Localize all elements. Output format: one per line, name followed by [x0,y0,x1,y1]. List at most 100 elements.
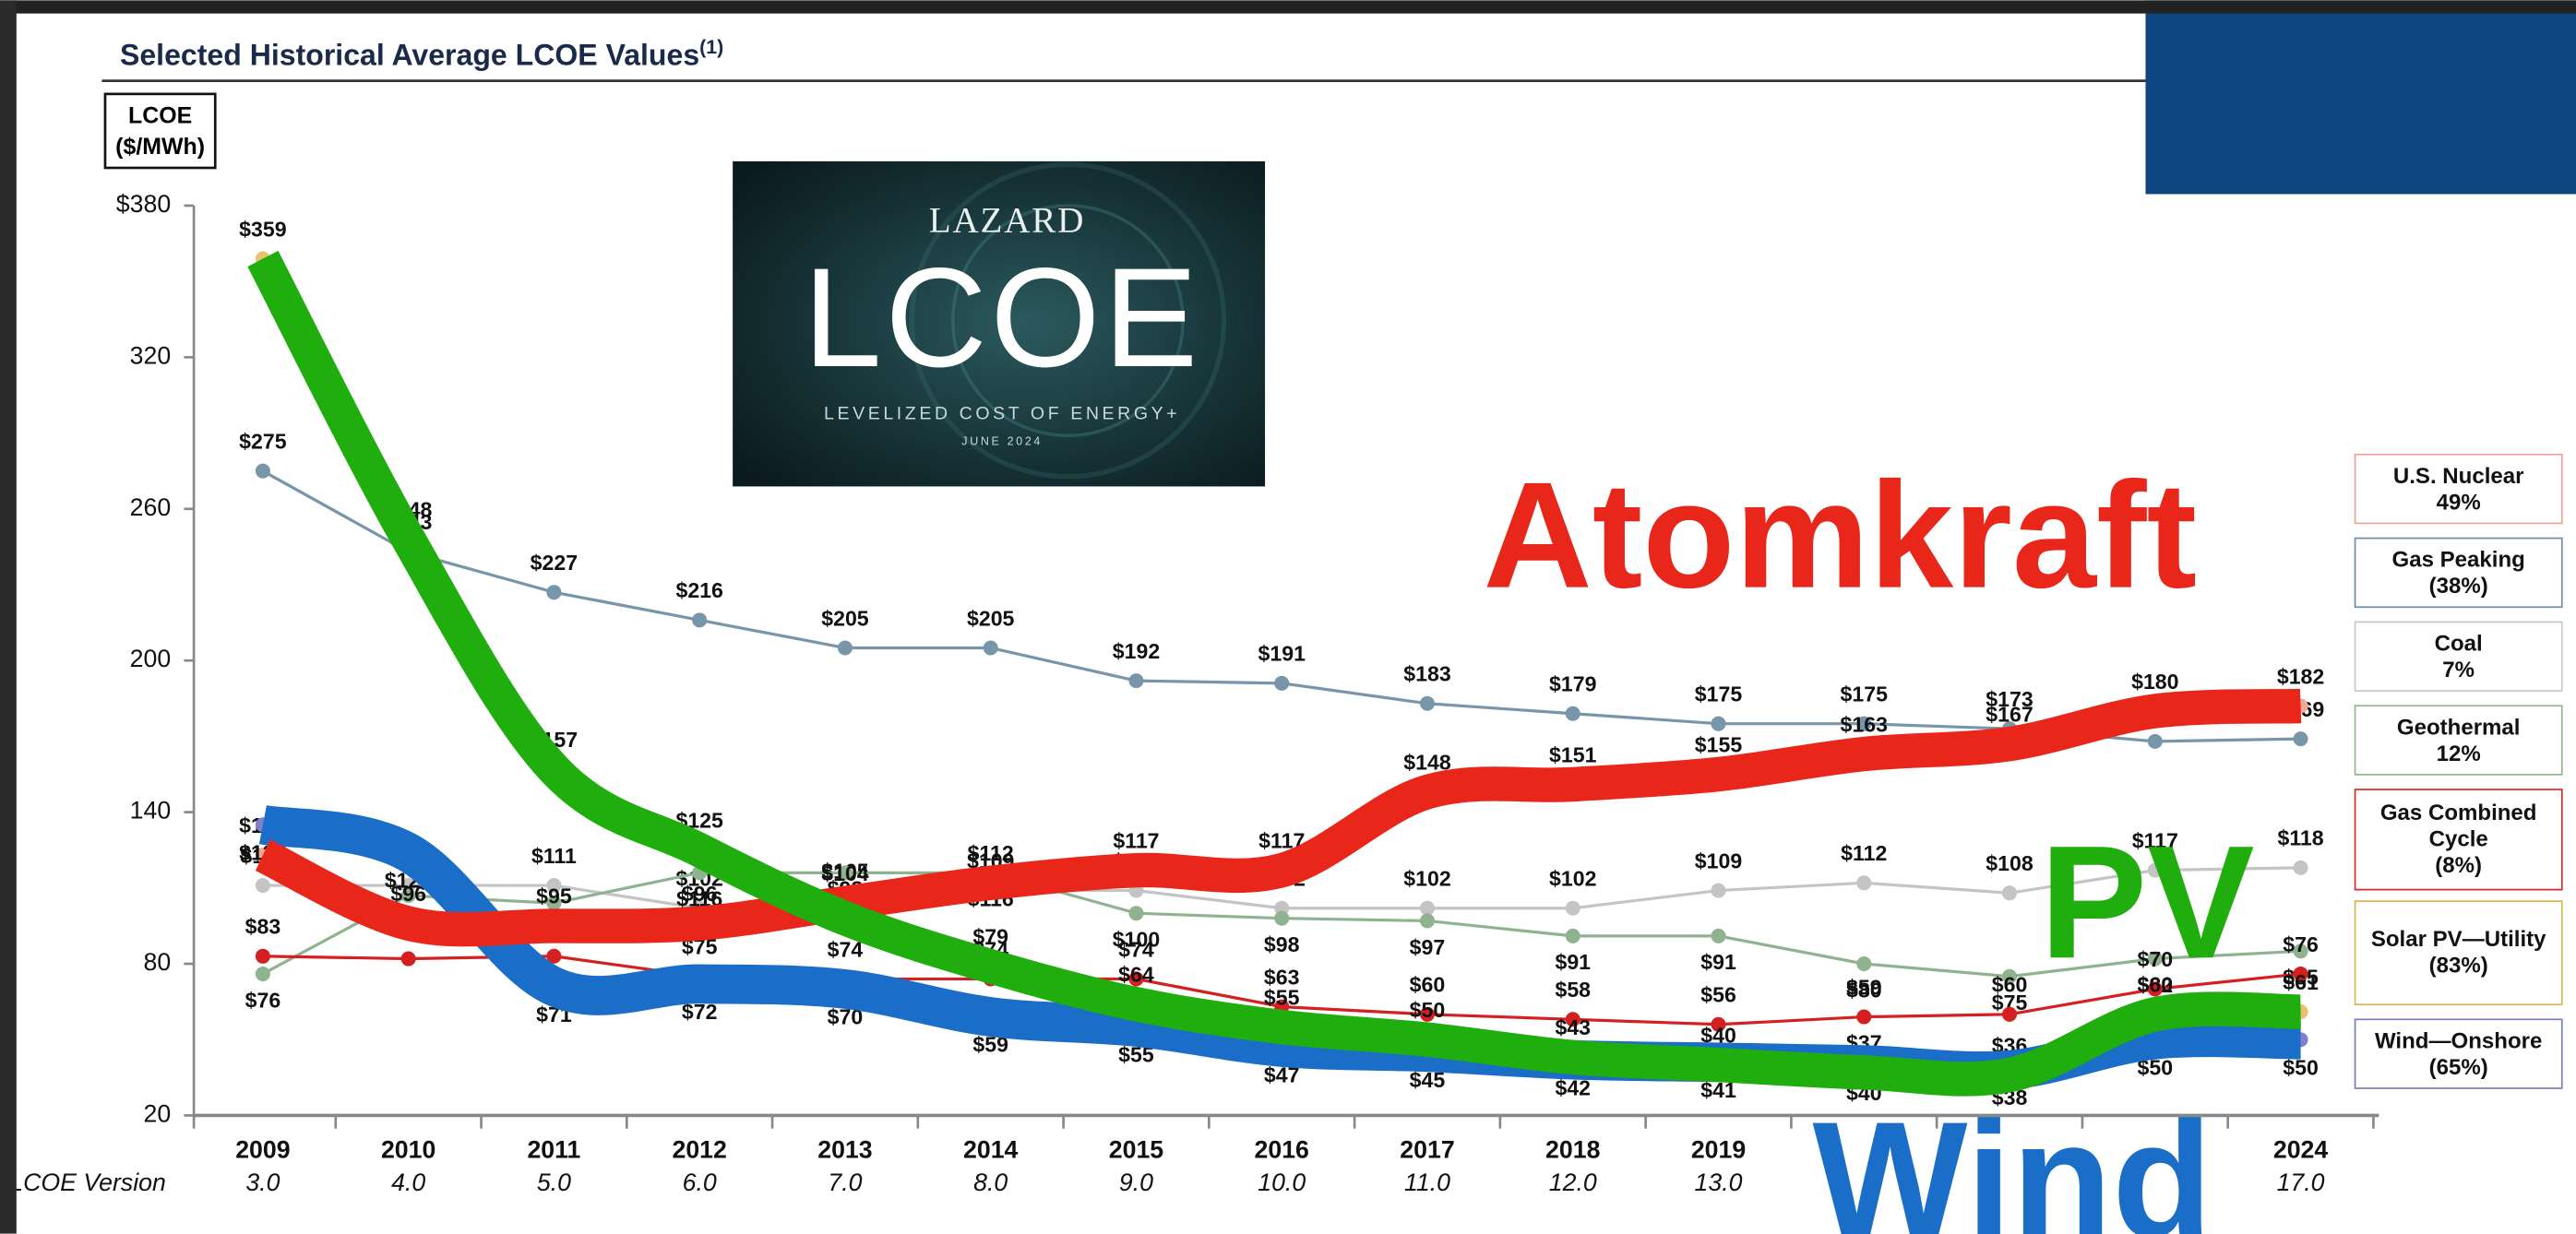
y-axis-label: ($/MWh) [115,134,205,160]
legend-box: Solar PV—Utility (83%) [2354,900,2563,1006]
legend-name: Solar PV—Utility [2370,926,2546,952]
logo-brand: LAZARD [929,201,1085,241]
point [2147,862,2163,878]
data-label: $108 [1986,851,2033,875]
x-tick-label: 2012 [672,1136,726,1164]
legend-note: (83%) [2428,953,2488,978]
data-label: $167 [1986,702,2033,726]
data-label: $182 [2277,664,2324,688]
data-label: $175 [1841,682,1889,706]
legend-box: Gas Combined Cycle (8%) [2354,789,2563,891]
data-label: $74 [1118,937,1154,961]
legend-item: Wind—Onshore(65%) [2354,1018,2563,1089]
data-label: $95 [536,884,572,908]
data-label: $163 [1841,712,1889,736]
point [1128,673,1144,689]
logo-swirl [909,161,1227,480]
point [1856,875,1872,891]
version-label: 10.0 [1258,1169,1306,1196]
data-label: $112 [1841,841,1887,865]
point [255,966,270,981]
data-label: $118 [2277,826,2323,850]
legend-note: 7% [2442,656,2475,682]
point [1565,928,1580,943]
x-tick-label: 2014 [963,1136,1019,1164]
data-label: $102 [1549,867,1596,891]
point [1419,913,1436,929]
data-label: $56 [1700,983,1736,1007]
title-sup: (1) [699,36,723,58]
axis-label-box [103,92,217,170]
data-label: $175 [1695,682,1743,706]
legend-name: Coal [2434,630,2483,655]
point [2002,885,2018,901]
corner-panel [2145,0,2576,195]
logo: LAZARD LCOE LEVELIZED COST OF ENERGY+ JU… [733,160,1266,487]
point [1856,1009,1872,1025]
annotation: PV [2040,812,2255,991]
point [1128,971,1144,987]
point [1419,900,1436,916]
data-label: $98 [1264,932,1300,956]
point [255,878,270,894]
point [255,463,270,479]
data-label: $63 [1264,965,1300,989]
legend-item: Solar PV—Utility(83%) [2354,900,2563,1006]
point [546,948,562,964]
data-label: $151 [1549,742,1597,766]
legend-box: U.S. Nuclear 49% [2354,453,2563,525]
data-label: $97 [1410,935,1446,959]
data-label: $191 [1258,642,1306,666]
logo-swirl [950,204,1185,438]
data-label: $50 [1410,998,1446,1022]
logo-background [733,160,1266,487]
data-label: $60 [1992,973,2028,997]
overlays: Atomkraft PV Wind [247,250,2302,1234]
point [1565,1012,1580,1027]
version-label: 5.0 [537,1169,571,1196]
point [2147,981,2163,997]
version-label: 11.0 [1404,1169,1450,1196]
legend-item: Gas Peaking(38%) [2354,537,2563,609]
x-tick-label: 2019 [1691,1136,1746,1164]
version-label: 4.0 [391,1169,425,1196]
point [1711,928,1726,943]
data-label: $109 [1695,848,1742,872]
point [2002,968,2018,984]
data-label: $43 [1555,1015,1591,1039]
version-label: 17.0 [2277,1169,2325,1196]
point [1419,1006,1436,1022]
chart-title: Selected Historical Average LCOE Values(… [120,36,723,73]
logo-tagline: LEVELIZED COST OF ENERGY+ [824,403,1180,423]
data-label: $359 [239,217,286,241]
x-tick-label: 2009 [235,1136,290,1164]
data-label: $64 [1118,963,1154,987]
x-tick-label: 2017 [1400,1136,1454,1164]
version-label: 12.0 [1549,1169,1597,1196]
frame-top [0,0,2576,14]
annotation: Atomkraft [1484,451,2198,620]
version-label: 6.0 [683,1169,717,1196]
point [1711,716,1726,731]
logo-date: JUNE 2024 [961,435,1043,448]
point [400,888,416,904]
data-label: $60 [2138,973,2174,997]
legend-box: Wind—Onshore (65%) [2354,1018,2563,1089]
data-label: $117 [2132,828,2178,852]
y-tick-label: 200 [130,645,172,672]
point [2293,860,2308,875]
y-tick-label: 320 [130,341,172,369]
point [400,951,416,967]
point [255,948,270,964]
legend-item: Gas Combined Cycle(8%) [2354,789,2563,891]
data-label: $83 [245,915,281,939]
point [1565,706,1580,721]
y-axis-label: LCOE [128,102,192,128]
legend-note: 12% [2436,740,2481,765]
point [546,896,562,911]
version-label: 13.0 [1695,1169,1743,1196]
